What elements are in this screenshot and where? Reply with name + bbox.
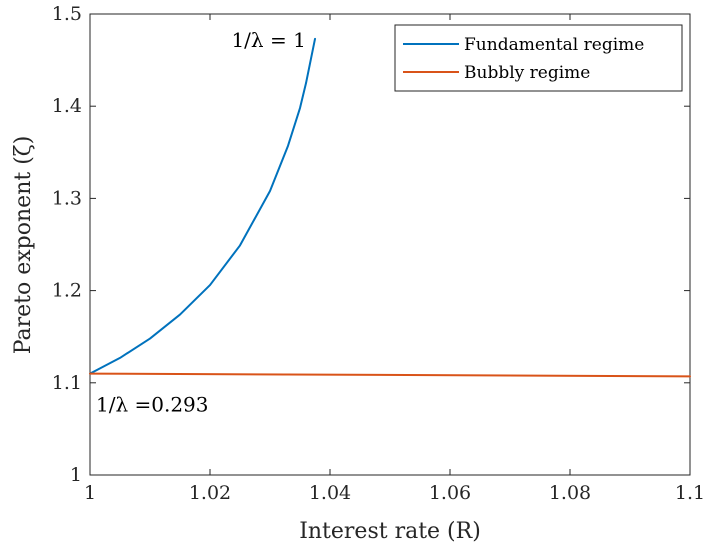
y-tick-label-3: 1.3 [52,187,82,209]
annotation-0: 1/λ = 1 [231,28,305,52]
annotation-1: 1/λ =0.293 [96,392,209,416]
x-tick-label-3: 1.06 [429,482,471,504]
y-tick-label-5: 1.5 [52,3,82,25]
axis-ticks: 1 1.02 1.04 1.06 1.08 1.1 1 1.1 1.2 1.3 1.4 1.5 [52,3,705,504]
x-axis-title: Interest rate (R) [299,519,481,544]
legend-label-fundamental: Fundamental regime [464,35,644,55]
y-tick-label-4: 1.4 [52,95,82,117]
y-axis-title: Pareto exponent (ζ) [11,136,36,355]
legend-label-bubbly: Bubbly regime [464,63,590,83]
series-line-bubbly [89,372,691,378]
x-tick-label-2: 1.04 [309,482,351,504]
legend-box [394,24,683,92]
x-tick-label-1: 1.02 [189,482,231,504]
y-tick-label-1: 1.1 [52,372,82,394]
series-line-fundamental [89,37,316,375]
y-tick-label-2: 1.2 [52,280,82,302]
y-tick-label-0: 1 [70,464,82,486]
x-tick-label-4: 1.08 [549,482,591,504]
legend: Fundamental regime Bubbly regime [394,24,683,92]
x-tick-label-5: 1.1 [675,482,705,504]
annotations: 1/λ = 1 1/λ =0.293 [96,28,306,416]
x-tick-label-0: 1 [84,482,96,504]
series-layer [89,37,691,378]
